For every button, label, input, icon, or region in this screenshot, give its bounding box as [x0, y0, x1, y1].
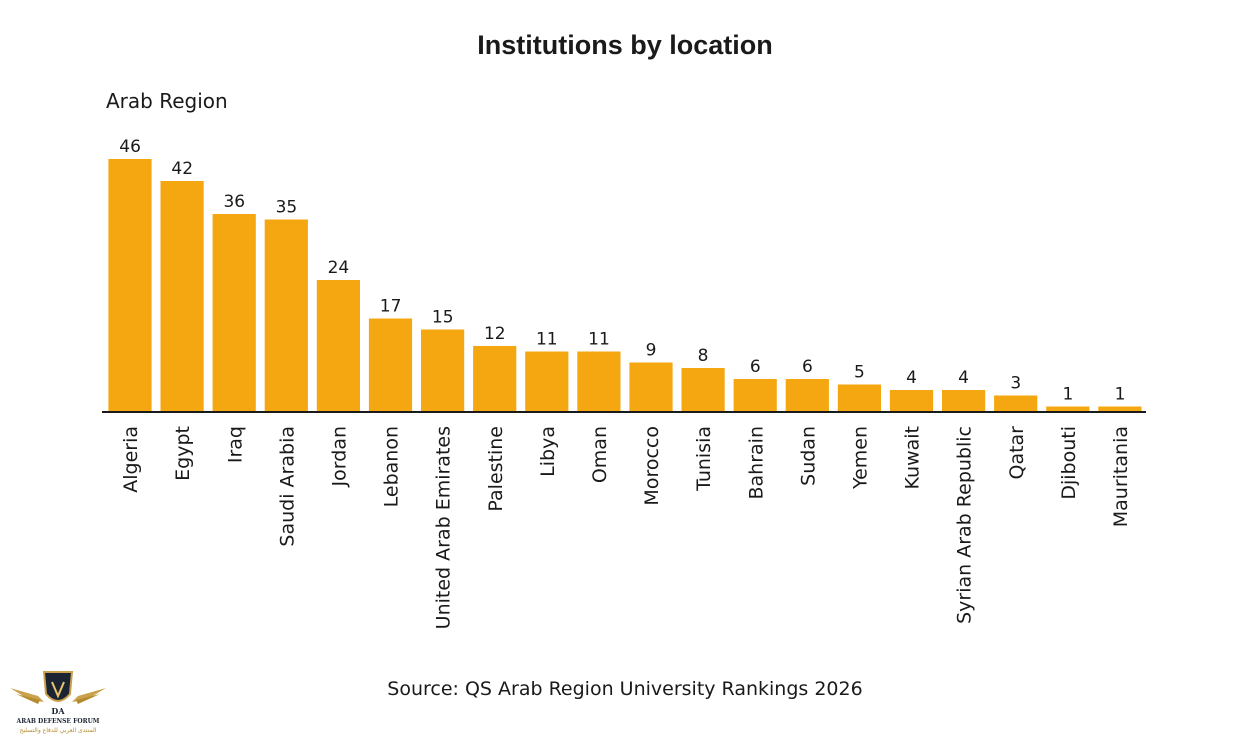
category-label-lebanon: Lebanon	[381, 426, 403, 507]
value-label-saudi-arabia: 35	[276, 198, 298, 218]
category-label-kuwait: Kuwait	[902, 426, 924, 489]
category-label-mauritania: Mauritania	[1110, 426, 1132, 527]
bar-iraq	[212, 214, 256, 412]
category-label-united-arab-emirates: United Arab Emirates	[433, 426, 455, 629]
category-label-djibouti: Djibouti	[1058, 426, 1080, 500]
bars-group	[108, 159, 1142, 412]
bar-djibouti	[1046, 406, 1090, 412]
svg-text:DA: DA	[51, 706, 65, 716]
value-label-oman: 11	[588, 330, 610, 350]
chart-title: Institutions by location	[477, 30, 773, 60]
category-label-bahrain: Bahrain	[745, 426, 767, 500]
value-label-qatar: 3	[1010, 374, 1021, 394]
bar-morocco	[629, 362, 673, 412]
bar-jordan	[316, 280, 360, 412]
bar-egypt	[160, 181, 204, 412]
bar-bahrain	[733, 379, 777, 412]
logo-text-ar: المنتدى العربي للدفاع والتسليح	[19, 727, 97, 734]
category-label-jordan: Jordan	[328, 426, 350, 487]
value-label-bahrain: 6	[750, 357, 761, 377]
value-label-sudan: 6	[802, 357, 813, 377]
value-label-palestine: 12	[484, 324, 506, 344]
value-label-libya: 11	[536, 330, 558, 350]
source-note: Source: QS Arab Region University Rankin…	[387, 678, 863, 700]
value-label-mauritania: 1	[1115, 385, 1126, 405]
category-label-qatar: Qatar	[1006, 426, 1028, 480]
value-label-lebanon: 17	[380, 297, 402, 317]
category-labels-group: Algeria Egypt Iraq Saudi Arabia Jordan Lebano…	[120, 426, 1132, 629]
category-label-egypt: Egypt	[172, 426, 194, 481]
bar-qatar	[994, 395, 1038, 412]
category-label-syrian-arab-republic: Syrian Arab Republic	[954, 426, 976, 624]
category-label-libya: Libya	[537, 426, 559, 477]
bar-united-arab-emirates	[421, 329, 465, 412]
category-label-iraq: Iraq	[224, 426, 246, 463]
category-label-saudi-arabia: Saudi Arabia	[276, 426, 298, 547]
value-label-yemen: 5	[854, 363, 865, 383]
category-label-oman: Oman	[589, 426, 611, 483]
value-label-iraq: 36	[223, 192, 245, 212]
bar-palestine	[473, 346, 517, 412]
bar-algeria	[108, 159, 152, 412]
value-label-jordan: 24	[328, 258, 350, 278]
bar-tunisia	[681, 368, 725, 412]
bar-saudi-arabia	[264, 219, 308, 412]
bar-oman	[577, 351, 621, 412]
value-label-algeria: 46	[119, 137, 141, 157]
category-label-palestine: Palestine	[485, 426, 507, 512]
logo-emblem-icon: DA	[10, 671, 106, 716]
value-label-united-arab-emirates: 15	[432, 308, 454, 328]
bar-sudan	[785, 379, 829, 412]
category-label-algeria: Algeria	[120, 426, 142, 493]
category-label-yemen: Yemen	[849, 426, 871, 490]
logo-text-en: ARAB DEFENSE FORUM	[16, 718, 100, 725]
value-label-kuwait: 4	[906, 368, 917, 388]
category-label-sudan: Sudan	[797, 426, 819, 486]
value-label-morocco: 9	[646, 341, 657, 361]
bar-mauritania	[1098, 406, 1142, 412]
logo: DA ARAB DEFENSE FORUM المنتدى العربي للد…	[8, 666, 108, 738]
bar-syrian-arab-republic	[942, 390, 986, 412]
bar-yemen	[837, 384, 881, 412]
value-label-djibouti: 1	[1062, 385, 1073, 405]
value-label-egypt: 42	[171, 159, 193, 179]
bar-libya	[525, 351, 569, 412]
value-label-tunisia: 8	[698, 346, 709, 366]
bar-kuwait	[889, 390, 934, 412]
value-label-syrian-arab-republic: 4	[958, 368, 969, 388]
chart-subtitle: Arab Region	[106, 89, 228, 113]
category-label-tunisia: Tunisia	[693, 426, 715, 492]
category-label-morocco: Morocco	[641, 426, 663, 506]
bar-lebanon	[368, 318, 413, 412]
